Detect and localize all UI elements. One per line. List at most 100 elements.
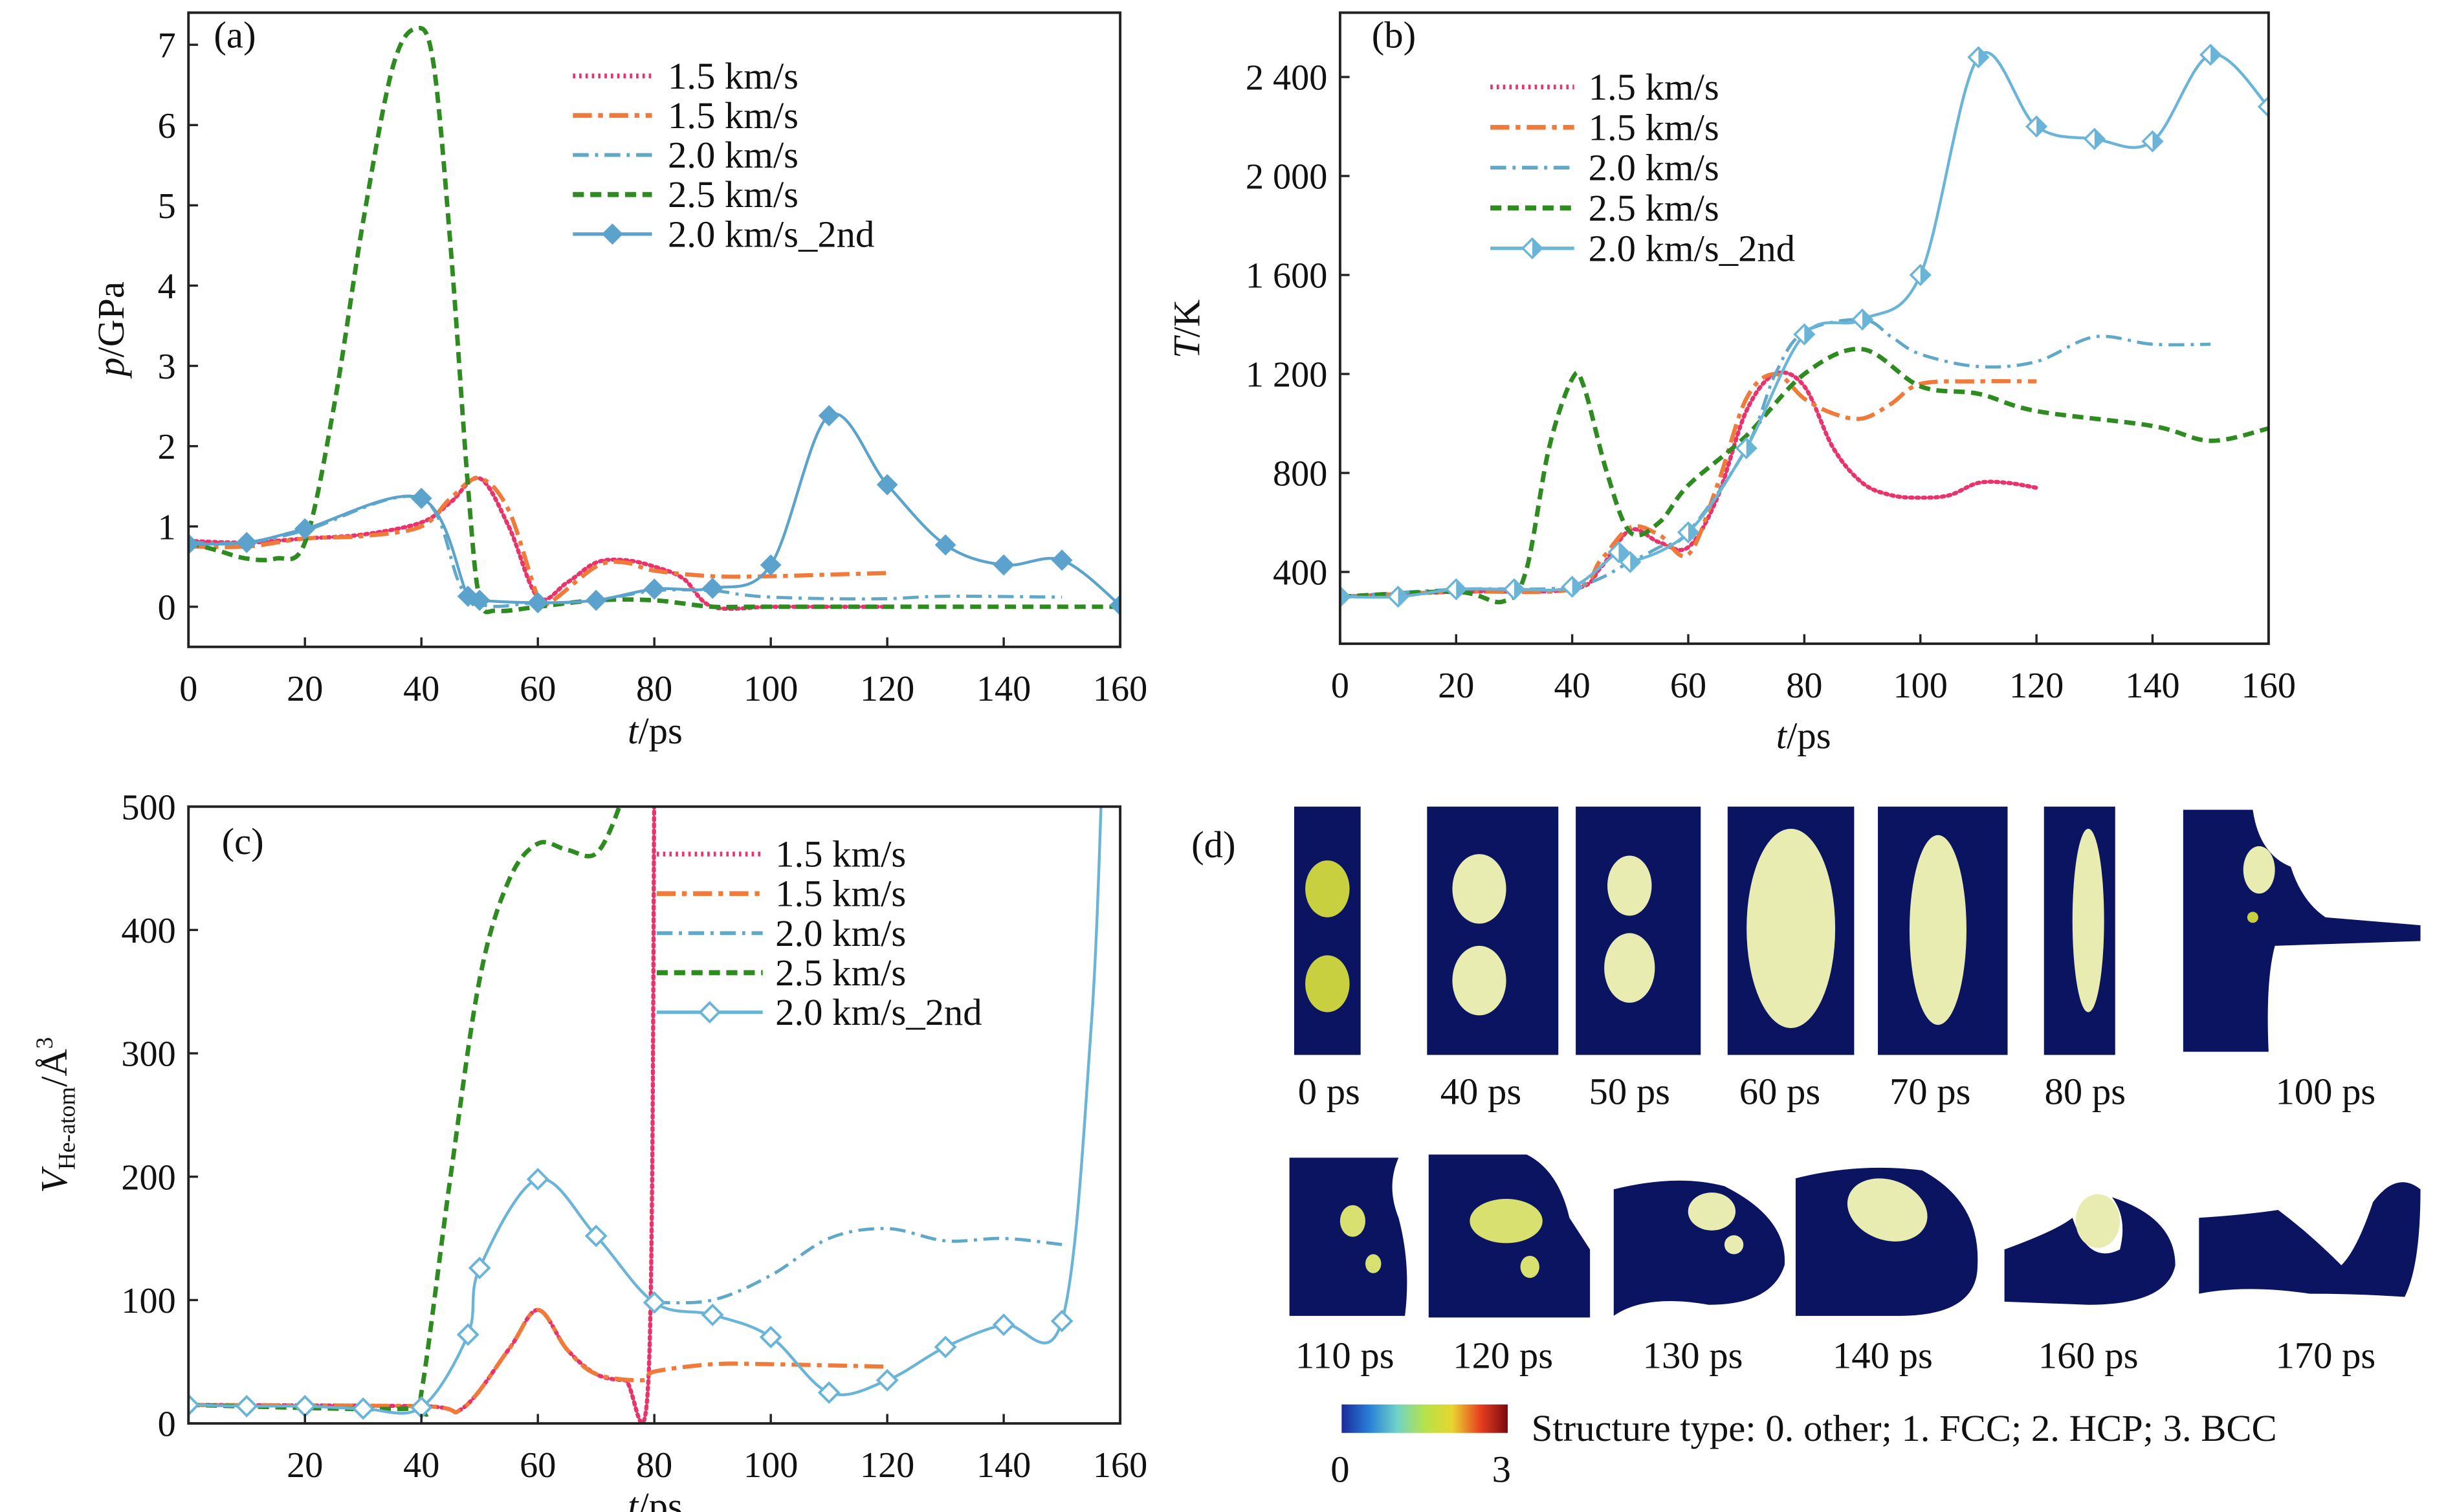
legend-item: 2.5 km/s	[573, 173, 799, 215]
legend-item: 2.5 km/s	[1490, 187, 1719, 229]
snapshot-label: 50 ps	[1589, 1070, 1670, 1112]
x-tick-label: 120	[860, 1445, 914, 1485]
x-tick-label: 160	[1093, 1445, 1147, 1485]
legend-label: 2.0 km/s_2nd	[775, 991, 982, 1033]
snapshot-image	[1576, 806, 1701, 1055]
legend-item: 2.0 km/s_2nd	[573, 213, 874, 255]
snapshot-label: 110 ps	[1295, 1335, 1394, 1377]
plot-area	[188, 25, 1121, 616]
legend-label: 1.5 km/s	[1589, 106, 1719, 148]
legend-item: 1.5 km/s	[1490, 66, 1719, 108]
snapshot-label: 0 ps	[1298, 1070, 1360, 1112]
data-point	[701, 1303, 724, 1326]
x-axis-label: t/ps	[628, 1485, 683, 1512]
y-tick-label: 5	[158, 186, 176, 226]
data-point	[2257, 95, 2269, 118]
series-line-4	[188, 806, 1103, 1415]
data-point	[2083, 127, 2106, 150]
y-tick-label: 300	[121, 1035, 175, 1075]
x-tick-label: 140	[2125, 666, 2179, 706]
data-point	[2025, 115, 2048, 138]
x-tick-label: 0	[179, 669, 197, 709]
data-point	[235, 1394, 258, 1418]
x-tick-label: 80	[636, 1445, 672, 1485]
series-line-1	[188, 476, 888, 610]
data-point	[1909, 263, 1932, 287]
snapshot-label: 160 ps	[2038, 1335, 2139, 1377]
data-point	[759, 1326, 782, 1349]
series-line-0	[188, 806, 657, 1424]
legend-item: 1.5 km/s	[656, 833, 906, 875]
data-point	[294, 518, 316, 540]
y-tick-label: 400	[121, 911, 175, 951]
x-tick-label: 80	[636, 669, 672, 709]
x-tick-label: 160	[2242, 666, 2296, 706]
data-point	[351, 1397, 375, 1420]
legend-label: 2.0 km/s_2nd	[668, 213, 874, 255]
x-tick-label: 60	[1670, 666, 1706, 706]
snapshot-image	[2004, 1194, 2176, 1305]
legend: 1.5 km/s1.5 km/s2.0 km/s2.5 km/s2.0 km/s…	[1490, 66, 1795, 269]
data-point	[817, 1381, 841, 1404]
snapshot-image	[1795, 1167, 1978, 1316]
data-point	[934, 534, 956, 556]
y-tick-label: 100	[121, 1281, 175, 1321]
snapshot-label: 100 ps	[2275, 1070, 2375, 1112]
y-tick-label: 200	[121, 1157, 175, 1198]
snapshot-label: 60 ps	[1739, 1070, 1820, 1112]
legend-item: 2.0 km/s	[573, 134, 799, 176]
x-tick-label: 160	[1093, 669, 1147, 709]
y-tick-label: 2 000	[1246, 157, 1328, 197]
x-tick-label: 20	[1438, 666, 1474, 706]
legend-item: 1.5 km/s	[573, 55, 799, 97]
x-tick-label: 100	[744, 1445, 798, 1485]
x-tick-label: 40	[1554, 666, 1591, 706]
plot-area	[188, 806, 1103, 1424]
data-point	[2141, 130, 2164, 153]
data-point	[526, 1168, 549, 1190]
data-point	[236, 532, 258, 553]
data-point	[1050, 1309, 1074, 1333]
series-line-3	[188, 25, 1121, 615]
panel-a-pressure-chart: 0 20 40 60 80 100 120 140 160 0 1 2 3 4 5 6 7 (a) t/ps p/GP…	[90, 11, 1147, 752]
data-point	[584, 1224, 608, 1247]
series-line-1	[188, 1308, 888, 1415]
y-tick-label: 3	[158, 347, 176, 387]
x-tick-label: 120	[2009, 666, 2064, 706]
x-tick-label: 20	[287, 1445, 323, 1485]
legend-label: 2.5 km/s	[668, 173, 799, 215]
snapshot-label: 130 ps	[1643, 1335, 1743, 1377]
x-tick-label: 140	[976, 669, 1031, 709]
legend-label: 2.0 km/s	[1589, 147, 1719, 189]
snapshot-label: 80 ps	[2045, 1070, 2126, 1112]
data-point	[1445, 578, 1468, 600]
data-point	[876, 1368, 899, 1392]
y-tick-label: 7	[158, 26, 176, 66]
snapshot-label: 140 ps	[1833, 1335, 1933, 1377]
data-point	[992, 1313, 1015, 1336]
data-point	[1503, 578, 1526, 600]
data-point	[1339, 586, 1351, 608]
snapshot-label: 170 ps	[2275, 1335, 2375, 1377]
data-point	[643, 578, 665, 600]
x-tick-label: 140	[976, 1445, 1031, 1485]
legend-item: 2.0 km/s	[656, 912, 906, 954]
legend-label: 2.0 km/s	[668, 134, 799, 176]
data-point	[1387, 586, 1409, 608]
x-tick-label: 80	[1786, 666, 1822, 706]
snapshot-label: 120 ps	[1453, 1335, 1553, 1377]
panel-b-temperature-chart: 0 20 40 60 80 100 120 140 160 400 800 1 200 1 600 2 0…	[1165, 11, 2296, 756]
legend-item: 2.0 km/s_2nd	[1490, 227, 1795, 269]
snapshot-image	[1294, 806, 1361, 1055]
y-tick-label: 0	[158, 587, 176, 628]
legend-item: 2.0 km/s	[1490, 147, 1719, 189]
legend: 1.5 km/s1.5 km/s2.0 km/s2.5 km/s2.0 km/s…	[656, 833, 982, 1033]
panel-d-structure-snapshots: (d) 0 ps 40 ps 50 ps 60 ps 70 ps 80 ps 100 ps 11…	[1191, 806, 2421, 1491]
y-axis-label: VHe-atom/Å3	[31, 1037, 80, 1193]
snapshot-image	[1613, 1180, 1785, 1316]
snapshot-image	[1878, 806, 2008, 1055]
legend-label: 2.5 km/s	[775, 952, 906, 994]
snapshot-image	[2183, 809, 2421, 1052]
data-point	[760, 554, 782, 576]
